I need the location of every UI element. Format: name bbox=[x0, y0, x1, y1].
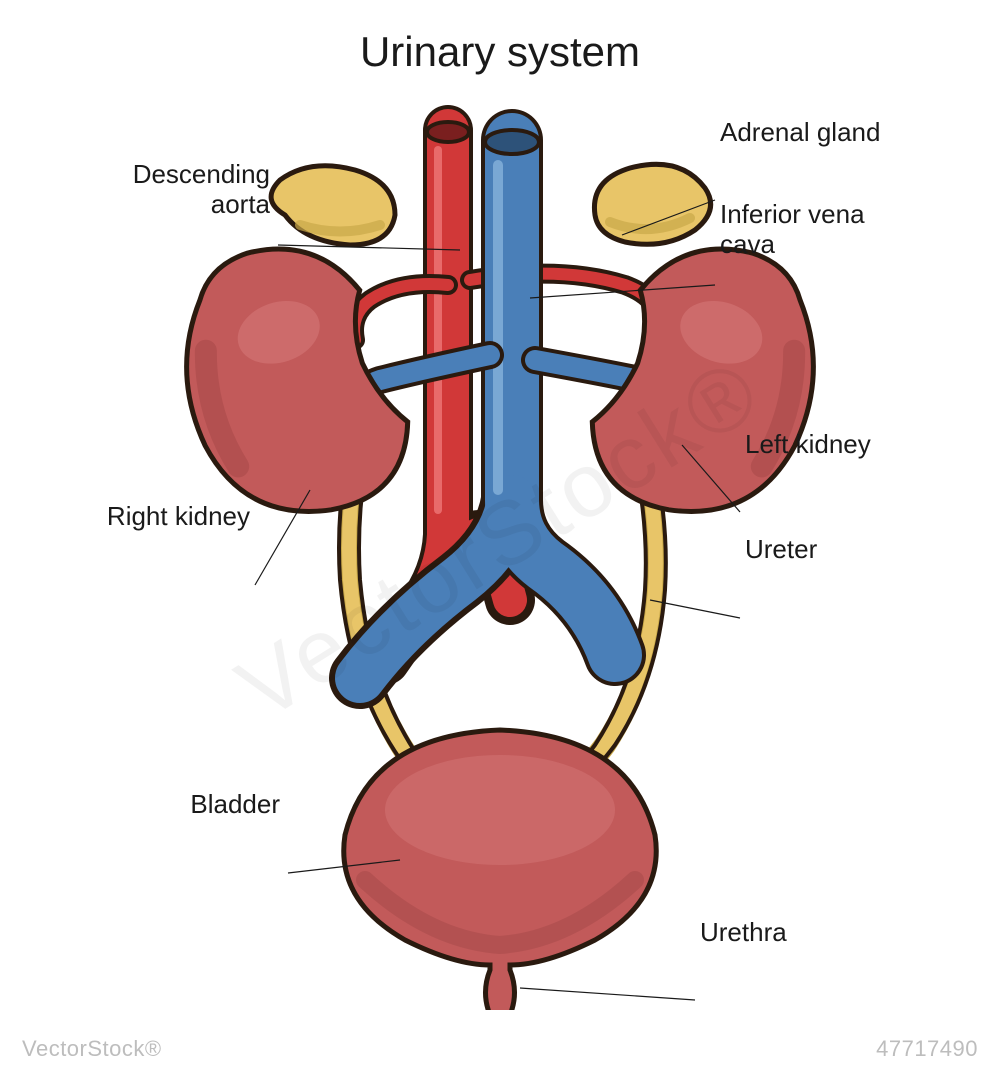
label-inferior-vena-cava: Inferior vena cava bbox=[720, 200, 865, 260]
diagram-title: Urinary system bbox=[0, 28, 1000, 76]
label-ureter: Ureter bbox=[745, 535, 817, 565]
watermark-brand: VectorStock® bbox=[22, 1036, 162, 1062]
label-urethra: Urethra bbox=[700, 918, 787, 948]
adrenal-gland-right bbox=[271, 166, 395, 245]
label-right-kidney: Right kidney bbox=[107, 502, 250, 532]
label-descending-aorta: Descending aorta bbox=[133, 160, 270, 220]
adrenal-gland-left bbox=[594, 164, 710, 244]
bladder bbox=[344, 730, 657, 1010]
label-adrenal-gland: Adrenal gland bbox=[720, 118, 880, 148]
watermark-id: 47717490 bbox=[876, 1036, 978, 1062]
label-left-kidney: Left kidney bbox=[745, 430, 871, 460]
label-bladder: Bladder bbox=[190, 790, 280, 820]
